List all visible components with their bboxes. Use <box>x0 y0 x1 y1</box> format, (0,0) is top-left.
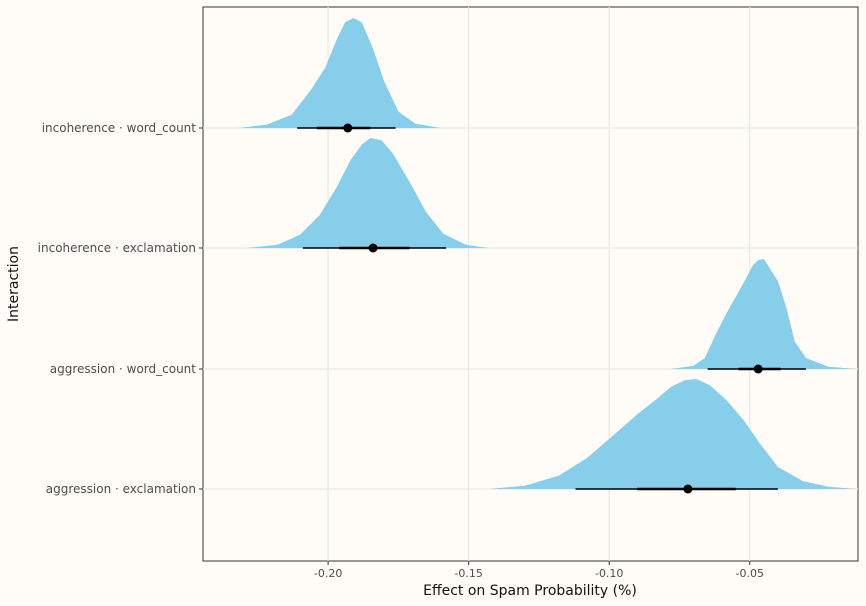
interval-bars <box>297 123 806 494</box>
density-ridge <box>238 18 441 128</box>
y-tick-label: aggression · word_count <box>50 362 197 376</box>
point-estimate <box>753 364 763 374</box>
y-tick-label: incoherence · word_count <box>42 121 197 135</box>
y-tick-label: incoherence · exclamation <box>38 241 196 255</box>
point-estimate <box>343 123 353 133</box>
y-tick-label: aggression · exclamation <box>46 482 196 496</box>
x-axis-title: Effect on Spam Probability (%) <box>423 583 637 599</box>
y-tick-labels: incoherence · word_count incoherence · ex… <box>38 121 203 496</box>
density-ridge <box>488 379 857 489</box>
x-tick-label: -0.15 <box>454 567 482 580</box>
point-estimate <box>368 243 378 253</box>
density-ridge <box>246 138 489 248</box>
point-estimate <box>683 484 693 494</box>
x-tick-label: -0.20 <box>314 567 342 580</box>
density-ridges <box>238 18 857 489</box>
x-tick-labels: -0.20-0.15-0.10-0.050.00 <box>314 561 764 580</box>
y-axis-title: Interaction <box>6 246 22 322</box>
x-tick-label: -0.05 <box>736 567 764 580</box>
x-tick-label: -0.10 <box>595 567 623 580</box>
density-ridge <box>671 259 857 369</box>
